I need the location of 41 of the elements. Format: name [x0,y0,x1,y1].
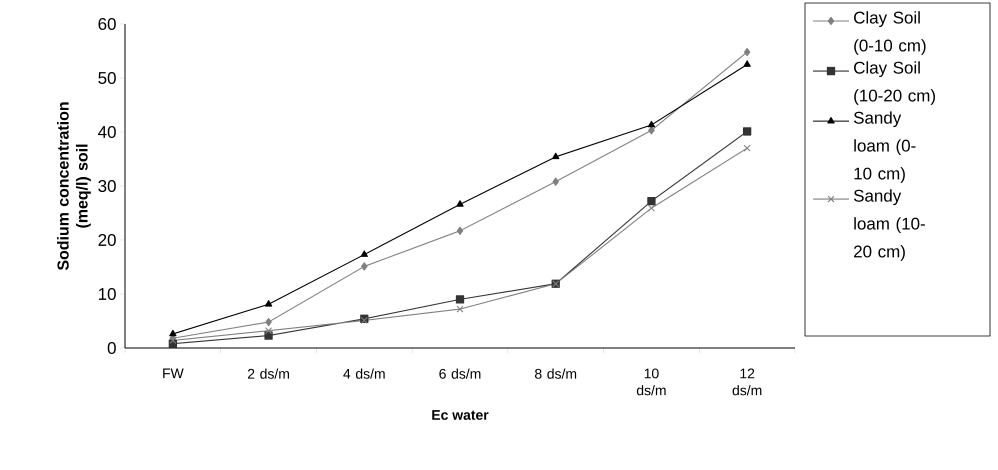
point [265,318,272,326]
legend-label: Clay Soil (10-20 cm) [854,61,935,105]
point [360,250,368,257]
y-axis-title: Sodium concentration (meq/l) soil [57,102,91,270]
x-tick-label: 12 ds/m [732,368,762,396]
x-tick-label: 4 ds/m [343,368,385,379]
x-tick-label: 2 ds/m [248,368,289,379]
x-tick-label: 8 ds/m [535,368,576,379]
point [169,330,177,336]
point [169,336,176,344]
point [265,327,272,334]
point [456,200,464,207]
legend-label: Sandy loam (10-20 cm) [854,189,925,261]
point [648,204,655,212]
point [743,60,751,67]
point [264,300,272,307]
y-tick-label: 40 [98,126,116,138]
point [456,295,464,304]
point [456,306,464,313]
x-tick-label: FW [163,368,184,378]
y-tick-label: 50 [98,72,116,84]
y-tick-label: 60 [98,18,116,30]
x-tick-label: 6 ds/m [439,368,480,379]
point [456,226,464,235]
y-tick-label: 30 [98,180,116,192]
x-tick-label: 10 ds/m [636,368,666,396]
y-tick-label: 0 [108,342,116,354]
point [648,120,656,128]
y-tick-label: 10 [98,288,116,300]
point [552,178,559,186]
legend-label: Sandy loam (0-10 cm) [854,111,916,183]
point [743,127,752,136]
point [552,152,560,160]
point [744,48,750,56]
point [361,262,368,271]
point [647,196,656,206]
x-axis-title: Ec water [432,410,488,420]
legend-label: Clay Soil (0-10 cm) [854,11,926,55]
point [744,144,751,152]
y-tick-label: 20 [98,234,116,246]
point [648,126,655,135]
